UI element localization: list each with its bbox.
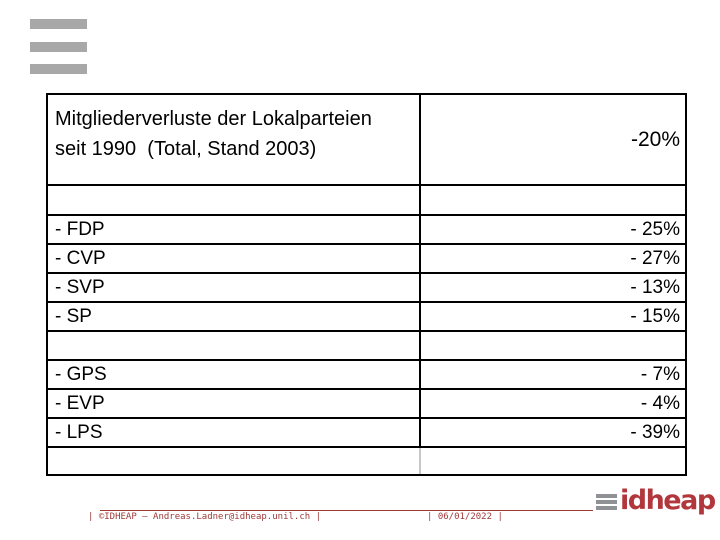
idheap-logo-text: idheap <box>620 485 716 516</box>
value-cell <box>419 446 687 476</box>
table-header-row: Mitgliederverluste der Lokalparteien sei… <box>46 93 687 186</box>
table-row <box>46 184 687 216</box>
footer-divider-line <box>100 510 705 511</box>
party-cell: - SP <box>46 301 421 332</box>
party-cell: - LPS <box>46 417 421 448</box>
footer-date: | 06/01/2022 | <box>427 512 503 522</box>
table-row: - GPS - 7% <box>46 359 687 390</box>
table-row <box>46 330 687 361</box>
value-cell: - 7% <box>419 359 687 390</box>
table-row: - FDP - 25% <box>46 214 687 245</box>
party-cell: - FDP <box>46 214 421 245</box>
value-cell: - 4% <box>419 388 687 419</box>
party-cell <box>46 330 421 361</box>
slide-accent-bar-1 <box>30 19 87 29</box>
table-title-line1: Mitgliederverluste der Lokalparteien <box>55 108 372 130</box>
slide-accent-bar-2 <box>30 42 87 52</box>
footer-copyright: | ©IDHEAP – Andreas.Ladner@idheap.unil.c… <box>88 512 321 522</box>
membership-loss-table: Mitgliederverluste der Lokalparteien sei… <box>46 93 687 476</box>
value-cell <box>419 330 687 361</box>
table-row: - EVP - 4% <box>46 388 687 419</box>
party-cell <box>46 446 421 476</box>
table-row: - SP - 15% <box>46 301 687 332</box>
slide-accent-bar-3 <box>30 64 87 74</box>
value-cell: - 25% <box>419 214 687 245</box>
party-cell: - SVP <box>46 272 421 303</box>
party-cell <box>46 184 421 216</box>
value-cell <box>419 184 687 216</box>
table-row: - LPS - 39% <box>46 417 687 448</box>
table-row: - SVP - 13% <box>46 272 687 303</box>
value-cell: - 39% <box>419 417 687 448</box>
party-cell: - EVP <box>46 388 421 419</box>
idheap-logo-bars-icon <box>596 494 617 510</box>
idheap-logo: idheap <box>593 485 719 516</box>
table-row: - CVP - 27% <box>46 243 687 274</box>
value-cell: - 13% <box>419 272 687 303</box>
value-cell: - 15% <box>419 301 687 332</box>
table-title-line2: seit 1990 (Total, Stand 2003) <box>55 138 317 160</box>
table-row <box>46 446 687 476</box>
party-cell: - CVP <box>46 243 421 274</box>
table-title-cell: Mitgliederverluste der Lokalparteien sei… <box>46 93 421 186</box>
total-value-cell: -20% <box>419 93 687 186</box>
value-cell: - 27% <box>419 243 687 274</box>
party-cell: - GPS <box>46 359 421 390</box>
